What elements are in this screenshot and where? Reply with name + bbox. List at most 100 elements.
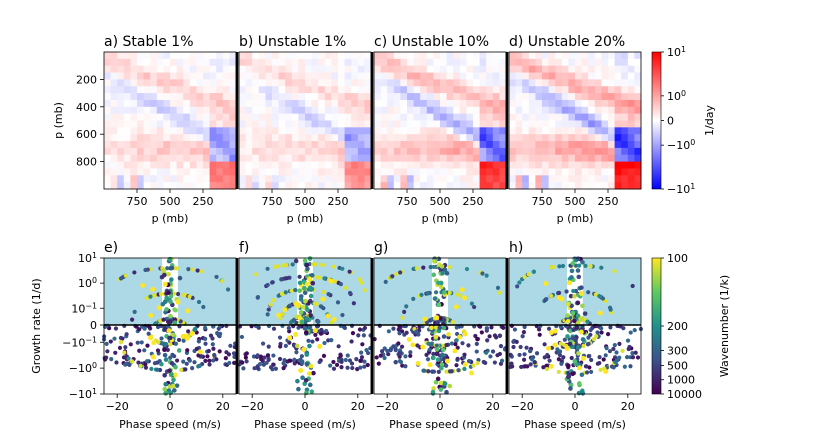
scatter-point <box>195 268 200 273</box>
scatter-point <box>202 325 208 330</box>
scatter-point <box>358 358 364 363</box>
heatmap-cell <box>588 99 596 108</box>
scatter-point <box>148 312 154 318</box>
heatmap-cell <box>515 106 523 115</box>
heatmap-cell <box>548 134 556 142</box>
heatmap-cell <box>189 147 197 156</box>
heatmap-cell <box>137 161 145 169</box>
scatter-point <box>565 301 571 307</box>
heatmap-cell <box>143 175 151 183</box>
scatter-point <box>210 342 215 347</box>
scatter-point <box>331 264 336 269</box>
heatmap-cell <box>156 154 164 163</box>
heatmap-cell <box>446 106 454 115</box>
heatmap-cell <box>575 52 583 60</box>
heatmap-cell <box>117 134 125 142</box>
heatmap-cell <box>189 175 197 183</box>
heatmap-cell <box>239 106 247 115</box>
heatmap-cell <box>426 168 434 176</box>
heatmap-cell <box>351 182 359 190</box>
heatmap-cell <box>104 175 112 183</box>
scatter-point <box>514 339 519 344</box>
heatmap-cell <box>245 154 253 163</box>
heatmap-cell <box>298 79 306 87</box>
heatmap-cell <box>364 58 372 67</box>
scatter-point <box>132 270 137 275</box>
heatmap-cell <box>196 161 204 169</box>
scatter-point <box>207 358 212 363</box>
scatter-point <box>577 263 582 268</box>
heatmap-cell <box>594 99 602 108</box>
scatter-point <box>357 277 362 282</box>
scatter-point <box>181 338 186 343</box>
scatter-point <box>287 329 292 334</box>
heatmap-cell <box>446 154 454 163</box>
heatmap-cell <box>258 120 266 128</box>
heatmap-cell <box>110 141 118 149</box>
heatmap-cell <box>601 106 609 115</box>
scatter-point <box>146 331 151 336</box>
heatmap-cell <box>446 161 454 169</box>
heatmap-cell <box>479 93 487 101</box>
scatter-point <box>122 350 127 355</box>
heatmap-cell <box>374 141 382 149</box>
heatmap-cell <box>104 161 112 169</box>
heatmap-cell <box>311 58 319 67</box>
scatter-point <box>431 351 436 356</box>
scatter-point <box>142 326 147 331</box>
heatmap-cell <box>413 72 421 80</box>
heatmap-cell <box>542 99 550 108</box>
heatmap-cell <box>357 161 365 169</box>
heatmap-cell <box>189 182 197 190</box>
heatmap-cell <box>239 182 247 190</box>
scatter-point <box>345 365 350 370</box>
heatmap-cell <box>364 99 372 108</box>
scatter-point <box>206 348 211 354</box>
heatmap-cell <box>278 120 286 128</box>
heatmap-cell <box>492 52 500 60</box>
scatter-point <box>522 364 528 369</box>
heatmap-cell <box>183 154 191 163</box>
heatmap-cell <box>393 113 401 121</box>
heatmap-cell <box>453 65 461 74</box>
heatmap-cell <box>440 93 448 101</box>
scatter-point <box>312 301 317 306</box>
scatter-point <box>481 359 486 365</box>
heatmap-cell <box>473 106 481 115</box>
heatmap-cell <box>156 86 164 94</box>
scatter-point <box>214 274 219 280</box>
heatmap-cell <box>627 127 635 135</box>
scatter-point <box>521 329 527 335</box>
heatmap-cell <box>170 106 178 115</box>
scatter-point <box>589 369 594 375</box>
scatter-points <box>101 256 238 396</box>
scatter-point <box>108 339 113 344</box>
heatmap-cell <box>594 79 602 87</box>
scatter-point <box>196 353 201 358</box>
heatmap-cell <box>183 79 191 87</box>
heatmap-cell <box>137 154 145 163</box>
heatmap-cell <box>104 79 112 87</box>
heatmap-cell <box>298 93 306 101</box>
heatmap-cell <box>608 79 616 87</box>
heatmap-cell <box>203 154 211 163</box>
heatmap-cell <box>528 93 536 101</box>
heatmap-cell <box>627 93 635 101</box>
scatter-point <box>137 348 142 353</box>
scatter-point <box>584 370 590 375</box>
x-tick-label: 750 <box>262 195 283 208</box>
heatmap-cell <box>110 79 118 87</box>
heatmap-cell <box>433 141 441 149</box>
heatmap-cell <box>601 161 609 169</box>
scatter-point <box>148 335 154 341</box>
heatmap-cell <box>183 168 191 176</box>
heatmap-cell <box>535 113 543 121</box>
scatter-point <box>612 343 617 348</box>
scatter-point <box>294 350 299 355</box>
heatmap-cell <box>561 52 569 60</box>
heatmap-cell <box>344 168 352 176</box>
heatmap-cell <box>163 120 171 128</box>
scatter-point <box>440 270 445 276</box>
heatmap-cell <box>568 154 576 163</box>
x-tick-label: −20 <box>106 400 129 413</box>
